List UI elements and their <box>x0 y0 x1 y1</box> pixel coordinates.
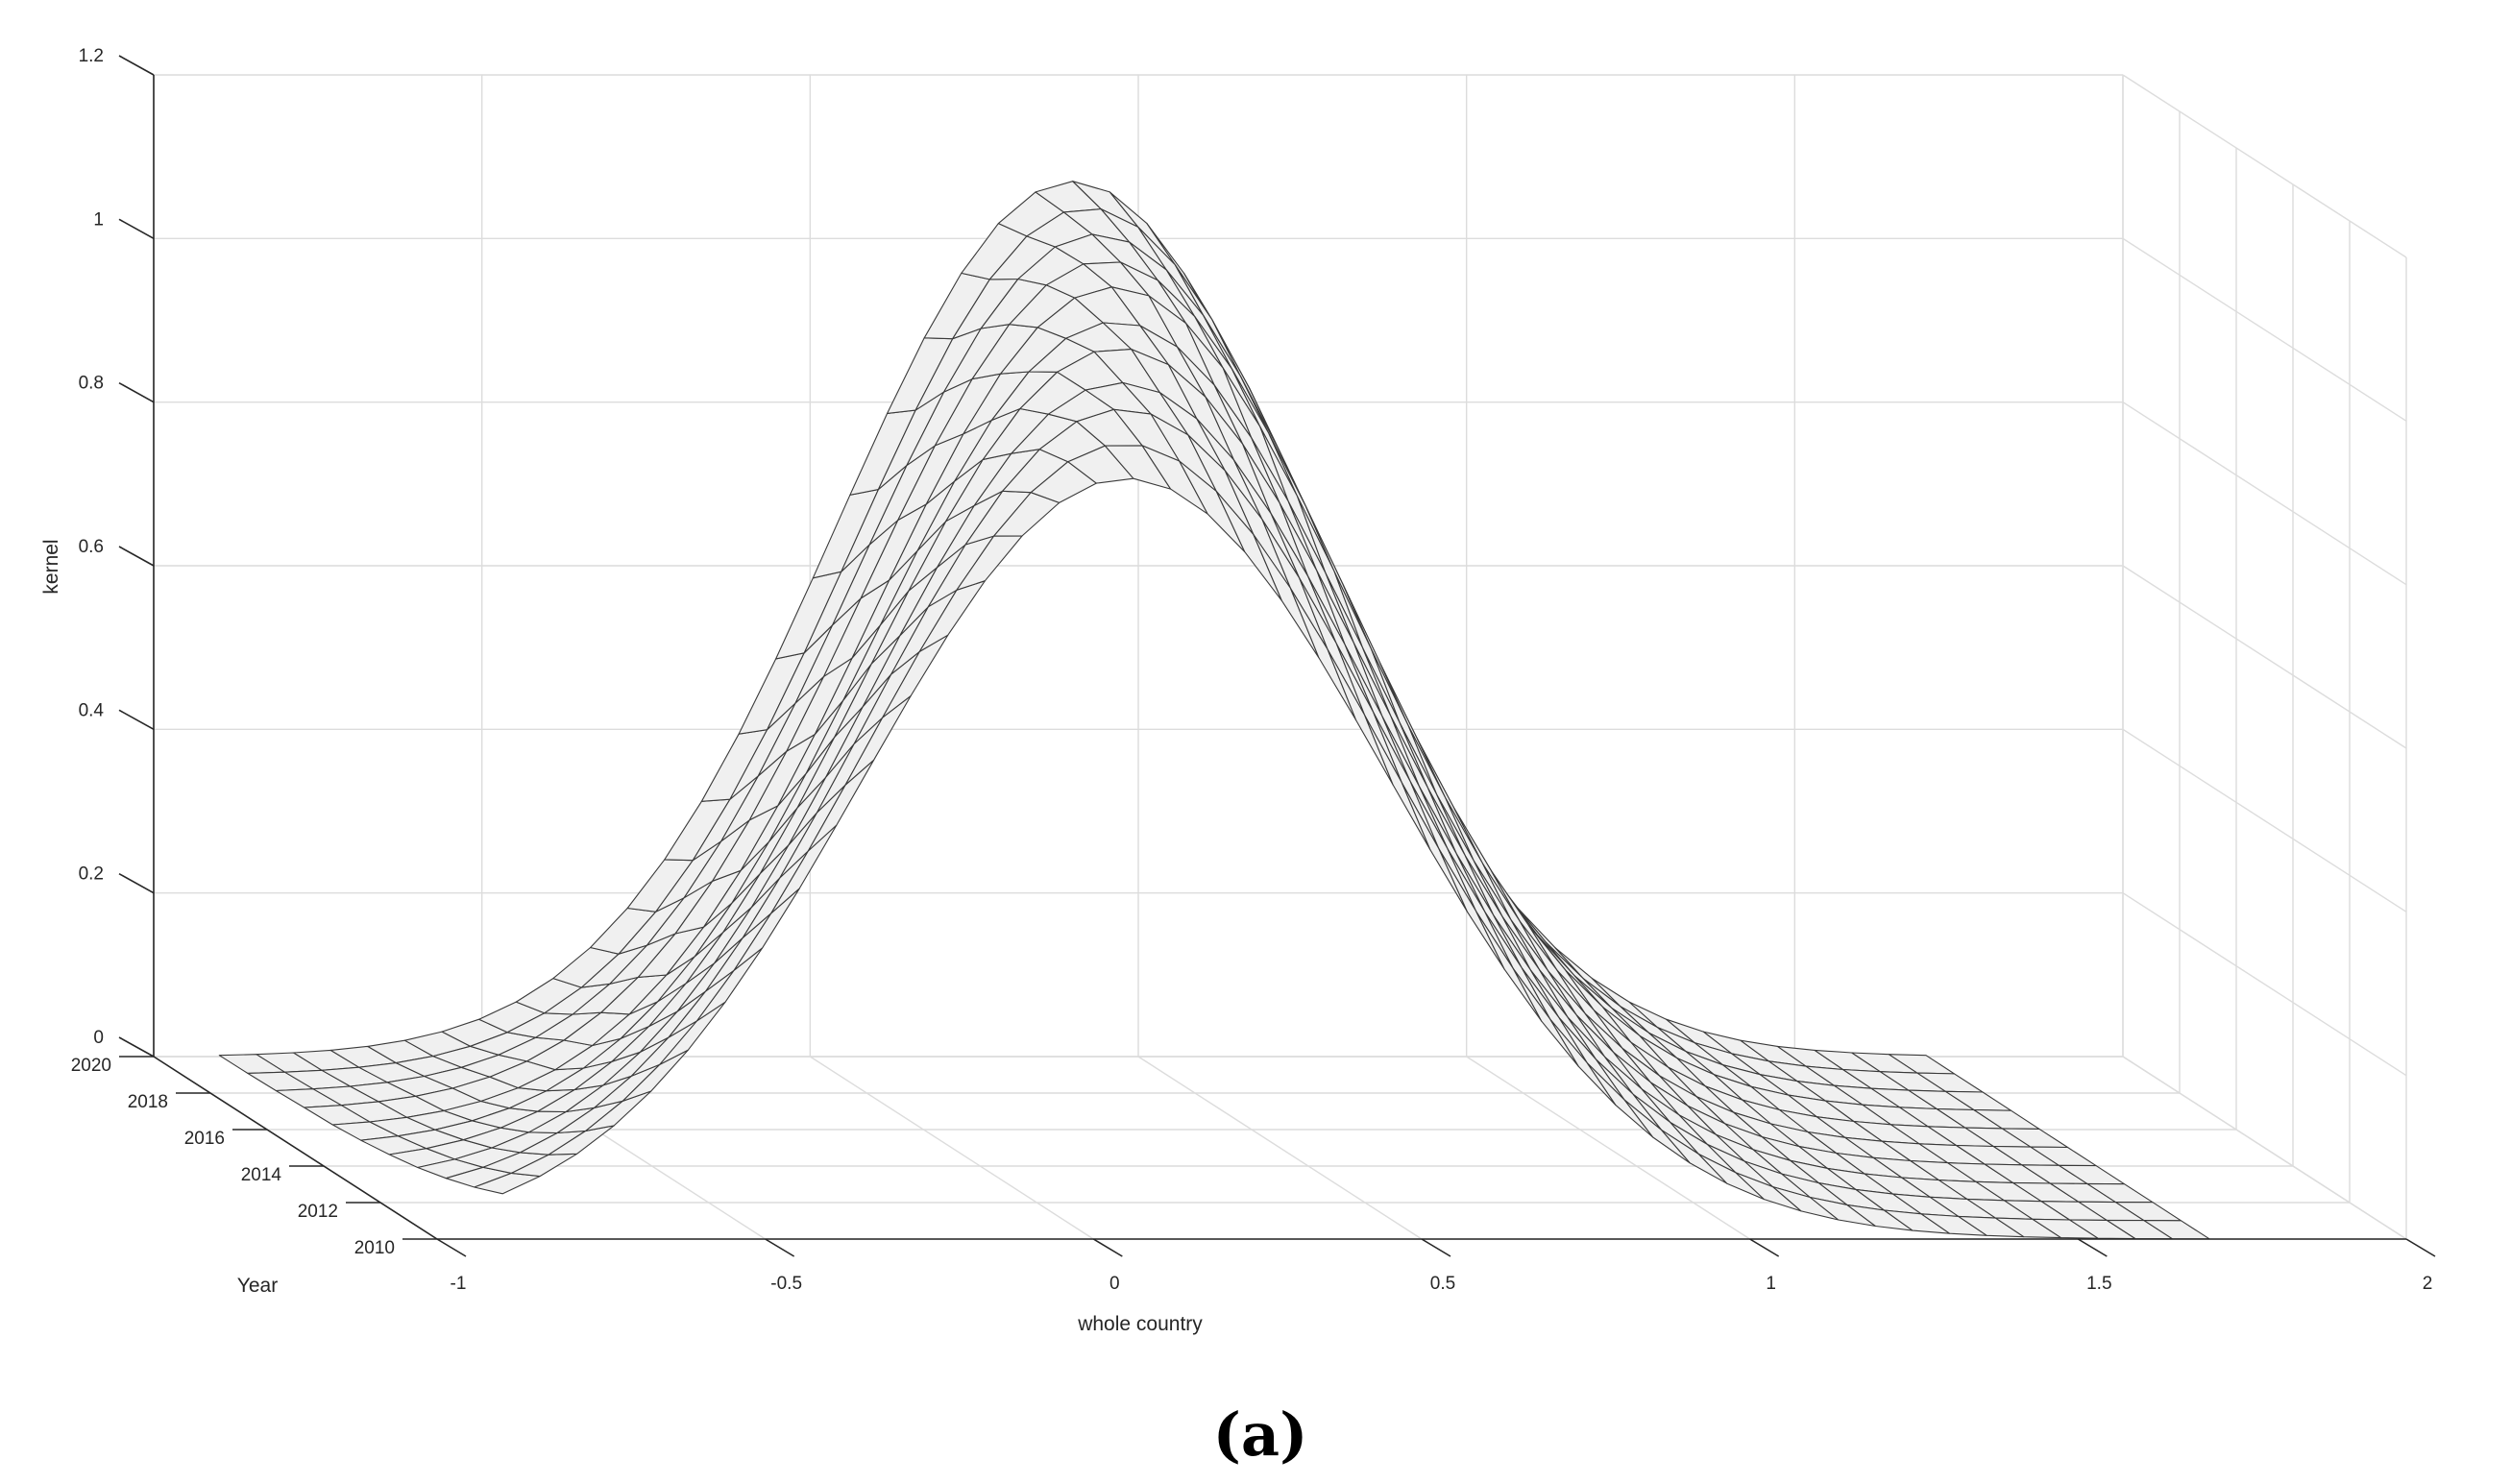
floor-gridline <box>1466 1056 1751 1240</box>
side-wall-gridline <box>2122 728 2407 912</box>
y-tick-label: 2016 <box>184 1129 225 1149</box>
y-tick-label: 2014 <box>241 1165 282 1185</box>
x-tick-label: 1.5 <box>2086 1274 2111 1294</box>
z-axis-label: kernel <box>40 539 62 594</box>
z-tick-mark <box>118 709 155 731</box>
floor-gridline <box>2122 1056 2407 1240</box>
x-tick-label: 0.5 <box>1430 1274 1455 1294</box>
side-wall-gridline <box>2122 565 2407 749</box>
x-tick-mark <box>1092 1238 1123 1257</box>
side-wall-gridline <box>2122 892 2407 1077</box>
z-tick-mark <box>118 872 155 894</box>
density-surface <box>218 181 2210 1240</box>
y-tick-label: 2012 <box>298 1202 338 1222</box>
x-tick-mark <box>436 1238 467 1257</box>
z-tick-mark <box>118 381 155 403</box>
x-tick-mark <box>2405 1238 2436 1257</box>
x-axis-label: whole country <box>1077 1313 1203 1335</box>
z-tick-label: 0.2 <box>79 864 104 885</box>
y-tick-label: 2010 <box>354 1238 395 1258</box>
side-wall-gridline <box>2122 237 2407 422</box>
floor-gridline <box>809 1056 1094 1240</box>
x-tick-mark <box>1749 1238 1780 1257</box>
z-tick-label: 1.2 <box>79 46 104 66</box>
floor-gridline <box>1137 1056 1423 1240</box>
x-tick-label: 0 <box>1109 1274 1120 1294</box>
z-tick-label: 0.6 <box>79 537 104 557</box>
side-wall-gridline <box>2122 74 2407 258</box>
axes <box>118 55 2436 1257</box>
x-tick-mark <box>1421 1238 1451 1257</box>
y-tick-label: 2018 <box>128 1092 168 1112</box>
y-axis-label: Year <box>237 1275 278 1297</box>
z-tick-label: 0.4 <box>79 700 105 720</box>
z-tick-label: 0.8 <box>79 374 104 394</box>
z-tick-mark <box>118 546 155 567</box>
x-tick-label: 1 <box>1766 1274 1776 1294</box>
x-tick-mark <box>2077 1238 2108 1257</box>
x-tick-label: -1 <box>451 1274 467 1294</box>
z-tick-label: 1 <box>93 209 104 230</box>
tick-labels: -1 -0.5 0 0.5 1 1.5 2 2010 2012 2014 2016 2018 2020 0… <box>71 46 2433 1294</box>
y-axis-line <box>153 1056 438 1240</box>
side-wall-gridline <box>2122 401 2407 586</box>
x-tick-mark <box>765 1238 795 1257</box>
x-tick-label: -0.5 <box>770 1274 802 1294</box>
z-tick-mark <box>118 218 155 240</box>
z-tick-label: 0 <box>93 1028 104 1048</box>
z-tick-mark <box>118 1036 155 1058</box>
x-tick-label: 2 <box>2423 1274 2433 1294</box>
figure-caption: (a) <box>1213 1399 1308 1470</box>
y-tick-label: 2020 <box>71 1056 111 1076</box>
z-tick-mark <box>118 55 155 76</box>
